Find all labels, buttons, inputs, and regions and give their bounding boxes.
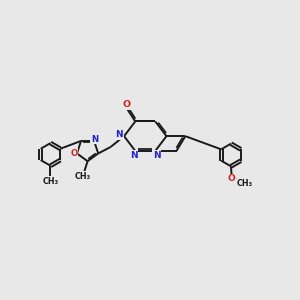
Text: N: N [91,135,98,144]
Text: N: N [130,151,138,160]
Text: N: N [116,130,123,139]
Text: N: N [153,151,160,160]
Text: CH₃: CH₃ [42,176,58,185]
Text: O: O [123,100,131,109]
Text: CH₃: CH₃ [75,172,91,181]
Text: CH₃: CH₃ [236,179,253,188]
Text: O: O [228,175,236,184]
Text: O: O [70,149,78,158]
